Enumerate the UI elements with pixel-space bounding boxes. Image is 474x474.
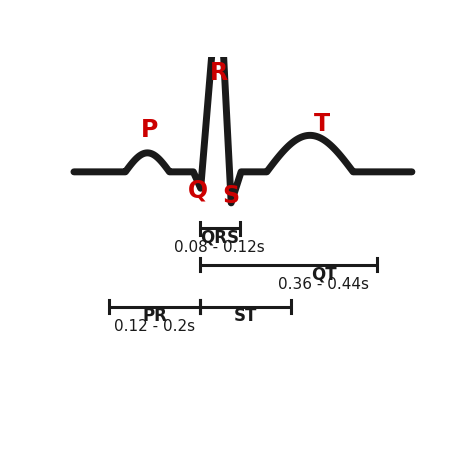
Text: T: T [314, 112, 330, 137]
Text: 0.08 - 0.12s: 0.08 - 0.12s [174, 240, 265, 255]
Text: PR: PR [142, 307, 167, 325]
Text: ST: ST [234, 307, 257, 325]
Text: P: P [141, 118, 158, 142]
Text: QRS: QRS [201, 228, 239, 246]
Text: R: R [210, 61, 228, 85]
Text: QT: QT [311, 265, 337, 283]
Text: 0.36 - 0.44s: 0.36 - 0.44s [278, 277, 369, 292]
Text: 0.12 - 0.2s: 0.12 - 0.2s [114, 319, 195, 334]
Text: S: S [223, 183, 240, 208]
Text: Q: Q [188, 178, 208, 202]
